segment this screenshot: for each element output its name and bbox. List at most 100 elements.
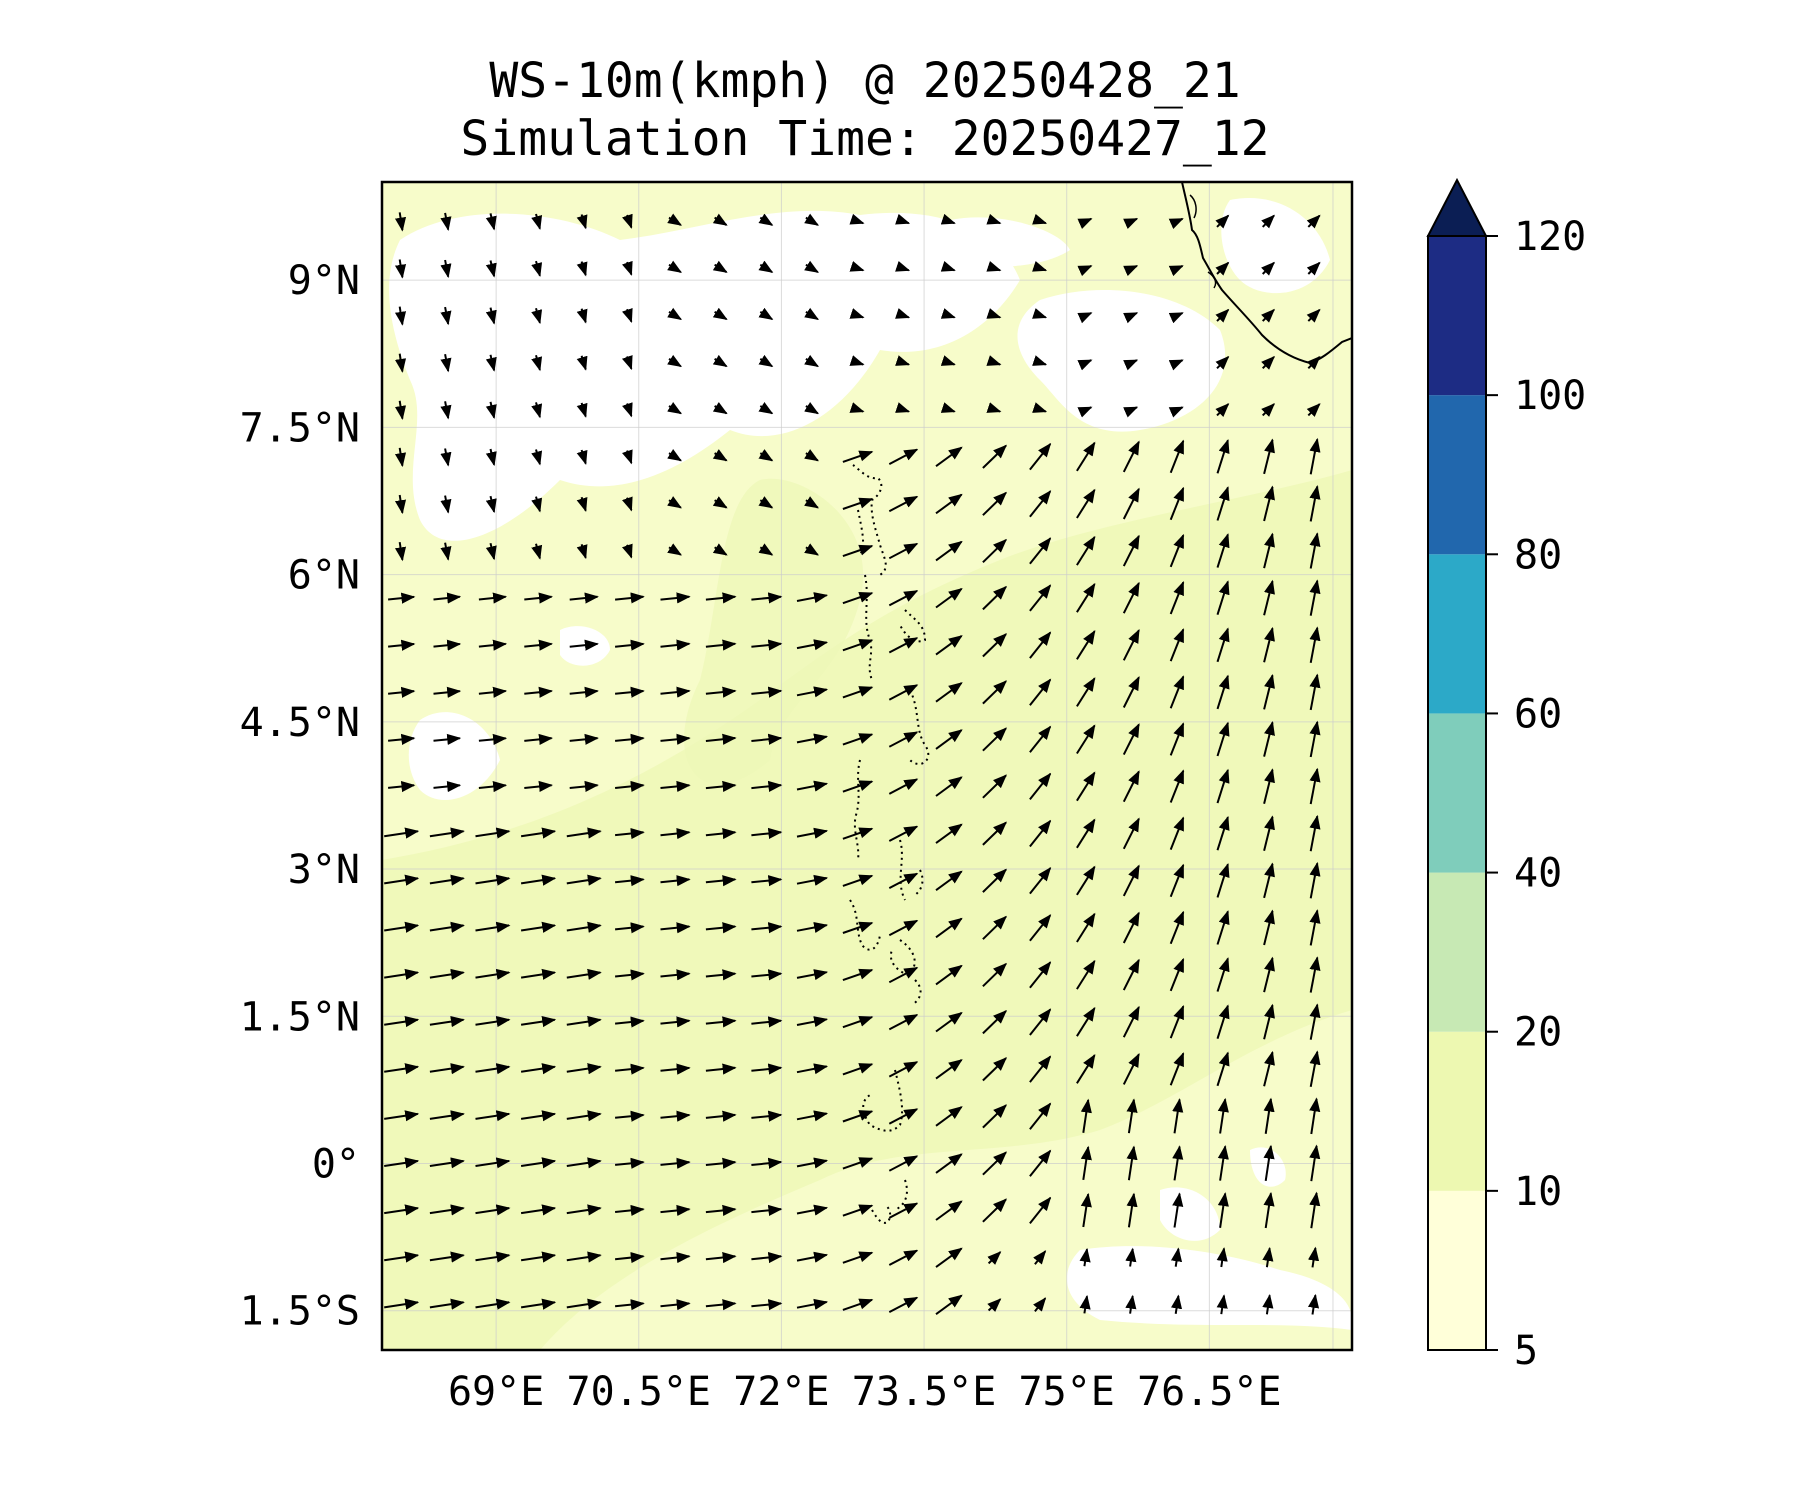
wind-arrow — [394, 306, 407, 326]
wind-arrow — [1029, 819, 1052, 848]
wind-arrow — [751, 1204, 783, 1216]
wind-arrow — [667, 354, 682, 368]
wind-arrow — [531, 260, 543, 278]
wind-arrow — [394, 447, 407, 468]
wind-arrow — [751, 827, 783, 840]
wind-arrow — [1307, 1246, 1320, 1268]
wind-arrow — [475, 1251, 511, 1263]
wind-arrow — [614, 1252, 645, 1264]
wind-arrow — [1122, 676, 1140, 708]
wind-arrow — [842, 544, 874, 558]
wind-arrow — [796, 874, 829, 886]
wind-arrow — [842, 1251, 874, 1264]
wind-arrow — [1261, 308, 1275, 323]
wind-arrow — [935, 446, 963, 468]
wind-arrow — [712, 307, 728, 321]
wind-arrow — [485, 307, 497, 325]
wind-arrow — [433, 686, 462, 698]
wind-arrow — [1122, 1052, 1140, 1085]
wind-arrow — [842, 733, 874, 746]
wind-arrow — [842, 591, 874, 605]
wind-arrow — [660, 1204, 691, 1217]
plot-title: WS-10m(kmph) @ 20250428_21 — [489, 53, 1241, 109]
wind-arrow — [1263, 721, 1275, 757]
wind-arrow — [940, 308, 956, 319]
wind-arrow — [705, 875, 737, 887]
wind-arrow — [440, 354, 452, 373]
wind-arrow — [1309, 956, 1321, 993]
wind-arrow — [888, 495, 919, 513]
wind-arrow — [660, 969, 691, 981]
wind-arrow — [520, 1016, 557, 1028]
wind-arrow — [982, 821, 1008, 846]
stronger-wind-region — [382, 470, 1352, 1350]
wind-arrow — [576, 355, 588, 371]
wind-arrow — [982, 680, 1008, 705]
wind-arrow — [758, 213, 774, 226]
wind-arrow — [842, 968, 874, 982]
wind-arrow — [1076, 441, 1096, 472]
wind-arrow — [1263, 768, 1275, 804]
wind-arrow — [1123, 406, 1139, 418]
wind-arrow — [935, 1059, 963, 1080]
wind-arrow — [394, 259, 407, 279]
wind-arrow — [1215, 355, 1230, 370]
wind-arrow — [531, 543, 543, 560]
wind-arrow — [566, 1251, 602, 1263]
wind-arrow — [1080, 1192, 1092, 1228]
wind-arrow — [615, 780, 645, 793]
wind-arrow — [751, 875, 783, 887]
wind-arrow — [485, 213, 497, 231]
wind-arrow — [1076, 912, 1096, 943]
wind-arrow — [429, 1016, 465, 1028]
wind-arrow — [888, 1202, 919, 1219]
colorbar-tick-label: 40 — [1514, 851, 1562, 897]
wind-arrow — [1168, 312, 1184, 324]
wind-arrow — [576, 496, 588, 513]
wind-arrow — [1309, 579, 1321, 616]
wind-arrow — [615, 875, 645, 887]
wind-arrow — [1169, 675, 1185, 709]
map-area — [382, 182, 1352, 1350]
wind-arrow — [705, 1016, 737, 1028]
wind-arrow — [384, 968, 420, 980]
wind-arrow — [842, 1204, 874, 1217]
wind-arrow — [384, 1063, 420, 1075]
wind-arrow — [1263, 485, 1275, 522]
wind-arrow — [429, 968, 465, 980]
wind-arrow — [478, 639, 508, 651]
wind-arrow — [1216, 627, 1230, 663]
wind-vectors — [384, 212, 1321, 1316]
wind-arrow — [1216, 721, 1230, 757]
wind-arrow — [935, 493, 963, 515]
wind-arrow — [1263, 909, 1275, 946]
wind-arrow — [1029, 1055, 1052, 1083]
wind-arrow — [796, 780, 829, 792]
colorbar-tick-label: 100 — [1514, 373, 1586, 419]
wind-arrow — [614, 592, 645, 604]
lon-tick-label: 72°E — [733, 1369, 829, 1415]
wind-arrow — [429, 921, 465, 933]
wind-arrow — [440, 495, 452, 514]
wind-arrow — [1169, 816, 1185, 850]
wind-arrow — [842, 921, 874, 934]
wind-arrow — [982, 1198, 1008, 1223]
wind-arrow — [1261, 403, 1275, 417]
wind-arrow — [1263, 673, 1275, 710]
wind-arrow — [394, 212, 407, 232]
wind-arrow — [849, 213, 865, 225]
lon-tick-label: 76.5°E — [1137, 1369, 1282, 1415]
colorbar-segment — [1428, 872, 1486, 1032]
wind-arrow — [751, 1299, 783, 1311]
wind-arrow — [621, 355, 633, 371]
wind-arrow — [758, 449, 774, 462]
wind-arrow — [667, 307, 682, 321]
wind-arrow — [429, 874, 465, 886]
wind-arrow — [842, 1110, 874, 1123]
wind-arrow — [982, 1057, 1008, 1082]
wind-arrow — [758, 260, 774, 273]
wind-arrow — [705, 1063, 737, 1075]
wind-arrow — [569, 780, 599, 793]
wind-arrow — [888, 684, 919, 701]
plot-subtitle: Simulation Time: 20250427_12 — [460, 111, 1270, 167]
